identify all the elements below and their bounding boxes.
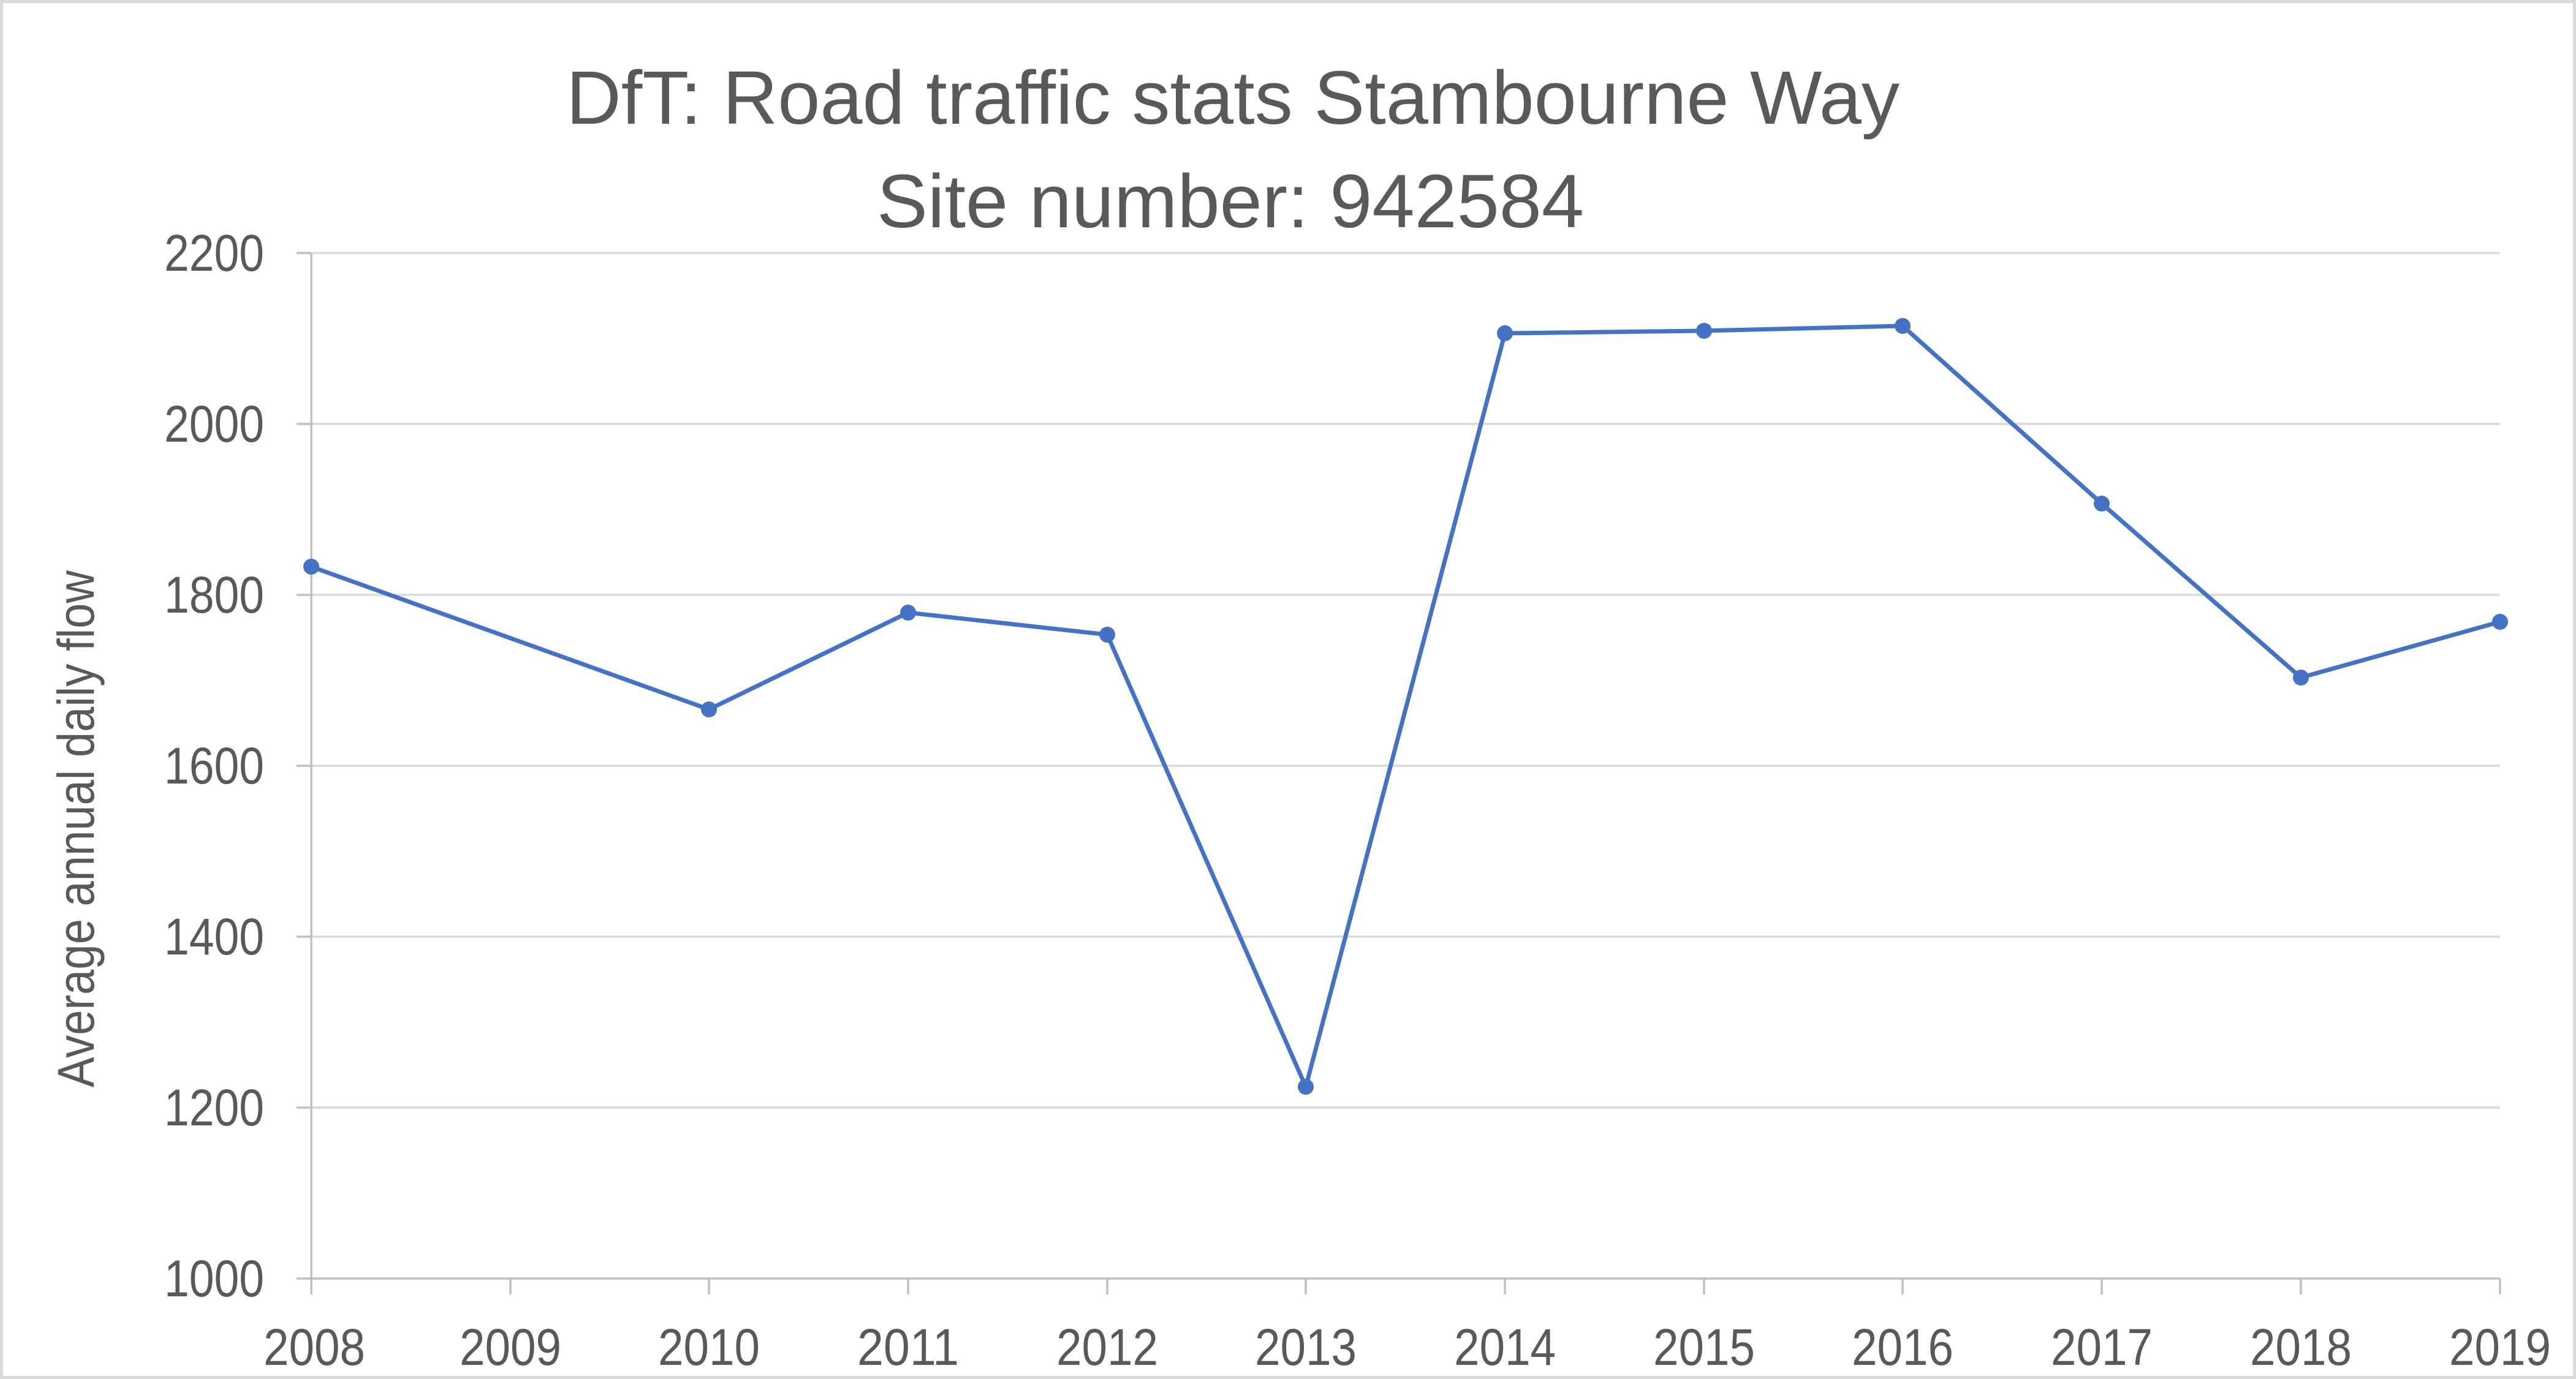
- svg-text:1000: 1000: [164, 1250, 264, 1307]
- svg-text:2017: 2017: [2051, 1318, 2153, 1376]
- svg-text:2014: 2014: [1454, 1318, 1556, 1376]
- svg-text:1800: 1800: [164, 566, 264, 624]
- svg-text:2018: 2018: [2250, 1318, 2352, 1376]
- svg-text:2009: 2009: [460, 1318, 561, 1376]
- svg-text:2016: 2016: [1852, 1318, 1953, 1376]
- svg-text:2011: 2011: [857, 1318, 959, 1376]
- svg-text:1600: 1600: [164, 737, 264, 795]
- svg-text:2013: 2013: [1255, 1318, 1357, 1376]
- svg-text:2200: 2200: [164, 224, 264, 282]
- svg-text:DfT: Road traffic stats Stambo: DfT: Road traffic stats Stambourne Way: [566, 56, 1900, 140]
- svg-text:2000: 2000: [164, 395, 264, 453]
- svg-text:2019: 2019: [2449, 1318, 2551, 1376]
- svg-text:2012: 2012: [1056, 1318, 1158, 1376]
- svg-text:2010: 2010: [658, 1318, 760, 1376]
- svg-text:2008: 2008: [263, 1318, 365, 1376]
- svg-text:1400: 1400: [164, 908, 264, 965]
- svg-text:1200: 1200: [164, 1079, 264, 1136]
- svg-text:Site number: 942584: Site number: 942584: [877, 160, 1584, 244]
- svg-text:Average annual daily flow: Average annual daily flow: [47, 570, 105, 1087]
- svg-text:2015: 2015: [1653, 1318, 1755, 1376]
